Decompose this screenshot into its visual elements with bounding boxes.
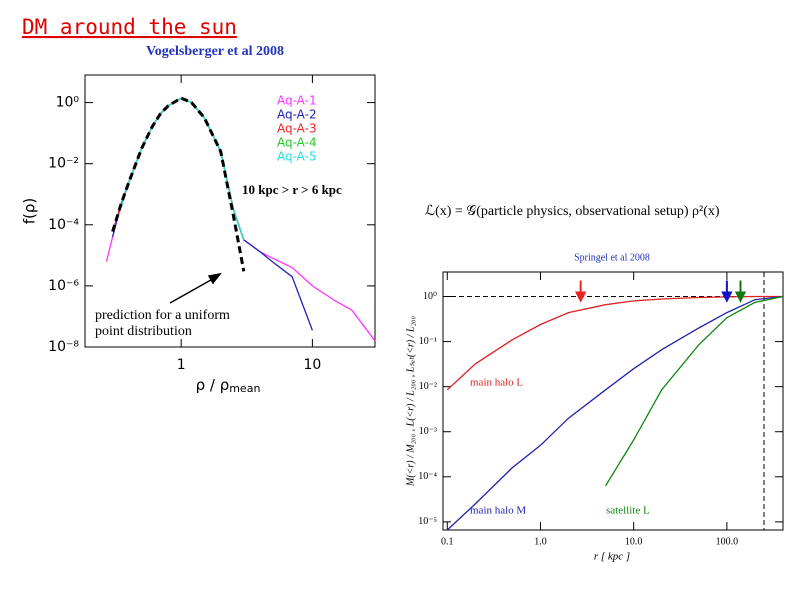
y-tick-label: 10⁻³ bbox=[419, 426, 437, 437]
series-label: main halo L bbox=[470, 377, 523, 389]
data-line bbox=[446, 295, 783, 391]
data-line bbox=[446, 295, 784, 531]
chart-0: Vogelsberger et al 2008 1 10 10⁰ 10⁻² 10⁻⁴ 10⁻… bbox=[21, 44, 376, 395]
arrow bbox=[734, 280, 747, 303]
x-axis-label: ρ / ρmean bbox=[196, 376, 261, 396]
x-tick-label: 1 bbox=[177, 357, 186, 373]
data-line bbox=[120, 97, 245, 241]
legend-entry: Aq-A-2 bbox=[277, 108, 317, 122]
legend-entry: Aq-A-5 bbox=[277, 150, 317, 164]
legend-entry: Aq-A-1 bbox=[277, 94, 317, 108]
data-line bbox=[605, 295, 784, 487]
chart-title: Springel et al 2008 bbox=[574, 252, 650, 263]
slide-title: DM around the sun bbox=[22, 15, 237, 39]
annotation: prediction for a uniform bbox=[95, 308, 230, 323]
annotation: point distribution bbox=[95, 324, 192, 339]
y-axis-label: f(ρ) bbox=[21, 198, 39, 225]
x-tick-label: 1.0 bbox=[534, 536, 547, 547]
data-line bbox=[111, 96, 246, 272]
y-tick-label: 10⁻² bbox=[48, 156, 79, 172]
y-tick-label: 10⁻⁸ bbox=[48, 339, 79, 355]
formula: ℒ(x) = 𝒢(particle physics, observational… bbox=[425, 204, 720, 219]
y-tick-label: 10⁻⁶ bbox=[48, 278, 79, 294]
data-line bbox=[120, 97, 245, 241]
legend-entry: Aq-A-4 bbox=[277, 136, 317, 150]
x-axis-label: r [ kpc ] bbox=[594, 551, 630, 563]
annotation-arrow bbox=[169, 272, 222, 304]
annotation: 10 kpc > r > 6 kpc bbox=[242, 182, 342, 197]
y-tick-label: 10⁻¹ bbox=[419, 336, 437, 347]
plot-frame bbox=[442, 271, 784, 531]
plot-frame bbox=[84, 74, 376, 348]
x-tick-label: 100.0 bbox=[716, 536, 739, 547]
x-axis-label-sub: mean bbox=[229, 382, 260, 395]
y-tick-label: 10⁰ bbox=[56, 95, 80, 111]
x-tick-label: 10.0 bbox=[625, 536, 643, 547]
arrow bbox=[721, 280, 733, 303]
series-label: satellite L bbox=[606, 505, 650, 517]
y-tick-label: 10⁻² bbox=[419, 381, 437, 392]
chart-1: Springel et al 2008 0.1 1.0 10.0 100.0 10⁰ 10⁻… bbox=[405, 252, 784, 563]
legend-entry: Aq-A-3 bbox=[277, 122, 317, 136]
y-tick-label: 10⁻⁵ bbox=[418, 516, 437, 527]
series-label: main halo M bbox=[470, 505, 526, 517]
y-tick-label: 10⁰ bbox=[423, 291, 437, 302]
x-axis-label-main: ρ / ρ bbox=[196, 376, 230, 394]
chart-title: Vogelsberger et al 2008 bbox=[146, 44, 284, 59]
x-tick-label: 0.1 bbox=[441, 536, 454, 547]
y-tick-label: 10⁻⁴ bbox=[48, 217, 79, 233]
y-axis-label: M(<r) / M₂₀₀ , L(<r) / L₂₀₀ , Lₛₐₜ(<r) /… bbox=[405, 315, 416, 487]
arrow bbox=[575, 280, 587, 303]
y-tick-label: 10⁻⁴ bbox=[418, 471, 437, 482]
x-tick-label: 10 bbox=[303, 357, 321, 373]
